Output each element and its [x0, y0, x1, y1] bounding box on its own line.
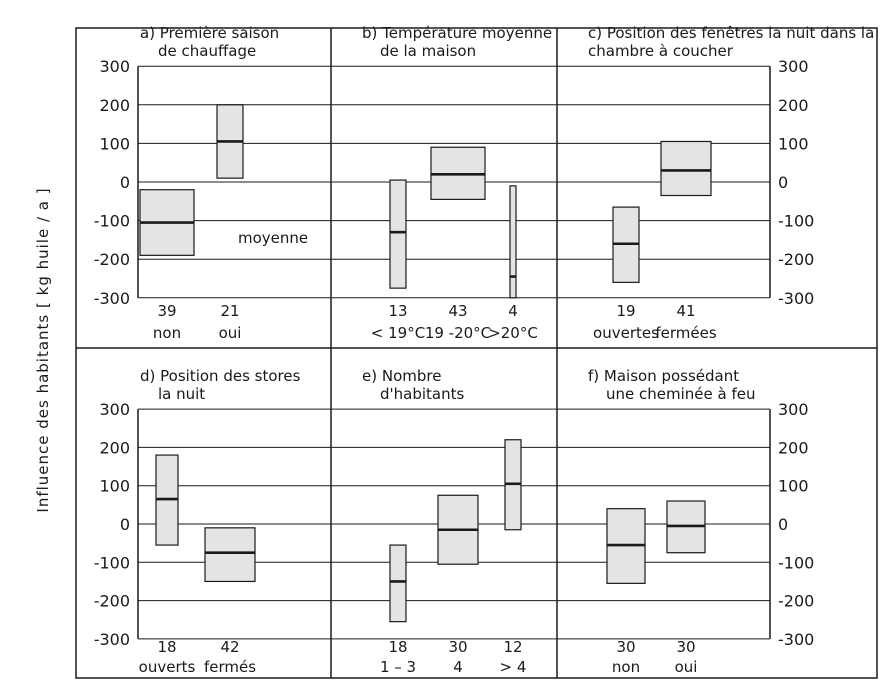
right-tick-label: 300	[778, 400, 809, 419]
left-tick-label: -100	[94, 212, 130, 231]
panel-title-line2: de la maison	[380, 42, 476, 60]
right-tick-label: 300	[778, 57, 809, 76]
panel-title-line2: d'habitants	[380, 385, 464, 403]
category-count: 41	[676, 302, 695, 320]
category-label: ouvertes	[593, 324, 659, 342]
category-count: 30	[448, 638, 467, 656]
left-tick-label: 0	[120, 173, 130, 192]
category-label: < 19°C	[371, 324, 425, 342]
panel-title-line2: chambre à coucher	[588, 42, 734, 60]
right-tick-label: 100	[778, 477, 809, 496]
right-tick-label: 200	[778, 438, 809, 457]
category-count: 42	[220, 638, 239, 656]
panel-title-line1: e) Nombre	[362, 367, 441, 385]
left-tick-label: 200	[99, 438, 130, 457]
panel-title-line1: c) Position des fenêtres la nuit dans la	[588, 24, 874, 42]
left-tick-label: 100	[99, 477, 130, 496]
category-label: 1 – 3	[380, 658, 416, 676]
range-box-d	[204, 527, 256, 583]
category-count: 43	[448, 302, 467, 320]
right-tick-label: -100	[778, 212, 814, 231]
right-tick-label: -300	[778, 289, 814, 308]
right-tick-label: 0	[778, 515, 788, 534]
right-tick-label: 200	[778, 96, 809, 115]
category-count: 13	[388, 302, 407, 320]
category-label: fermées	[655, 324, 716, 342]
left-tick-label: -300	[94, 289, 130, 308]
category-label: oui	[675, 658, 698, 676]
range-box-b	[389, 179, 407, 289]
category-label: >20°C	[488, 324, 538, 342]
category-label: non	[612, 658, 640, 676]
category-label: > 4	[500, 658, 527, 676]
right-tick-label: -200	[778, 250, 814, 269]
category-count: 30	[676, 638, 695, 656]
panel-title-line2: la nuit	[158, 385, 205, 403]
category-count: 21	[220, 302, 239, 320]
range-box-e	[389, 544, 407, 623]
panel-title-line2: de chauffage	[158, 42, 256, 60]
panel-title-line2: une cheminée à feu	[606, 385, 755, 403]
category-count: 12	[503, 638, 522, 656]
left-tick-label: 200	[99, 96, 130, 115]
right-tick-label: -100	[778, 553, 814, 572]
right-tick-label: 0	[778, 173, 788, 192]
right-tick-label: -300	[778, 630, 814, 649]
category-label: 4	[453, 658, 463, 676]
panel-title-line1: a) Première saison	[140, 24, 279, 42]
y-axis-label: Influence des habitants [ kg huile / a ]	[34, 187, 52, 512]
left-tick-label: 300	[99, 400, 130, 419]
right-tick-label: -200	[778, 592, 814, 611]
category-count: 4	[508, 302, 518, 320]
category-label: ouverts	[139, 658, 196, 676]
left-tick-label: -200	[94, 250, 130, 269]
category-label: 19 -20°C	[425, 324, 491, 342]
left-tick-label: 0	[120, 515, 130, 534]
figure-frame	[75, 27, 878, 679]
left-tick-label: -100	[94, 553, 130, 572]
range-box-c	[660, 140, 712, 197]
category-count: 18	[388, 638, 407, 656]
panel-title-line1: b) Température moyenne	[362, 24, 552, 42]
left-tick-label: -200	[94, 592, 130, 611]
mean-legend-label: moyenne	[238, 229, 308, 247]
category-count: 19	[616, 302, 635, 320]
panel-title-line1: f) Maison possédant	[588, 367, 739, 385]
left-tick-label: 300	[99, 57, 130, 76]
left-tick-label: -300	[94, 630, 130, 649]
category-label: non	[153, 324, 181, 342]
category-label: oui	[219, 324, 242, 342]
range-box-b	[509, 185, 517, 299]
panel-title-line1: d) Position des stores	[140, 367, 301, 385]
category-count: 39	[157, 302, 176, 320]
category-count: 18	[157, 638, 176, 656]
right-tick-label: 100	[778, 134, 809, 153]
left-tick-label: 100	[99, 134, 130, 153]
category-count: 30	[616, 638, 635, 656]
category-label: fermés	[204, 658, 256, 676]
